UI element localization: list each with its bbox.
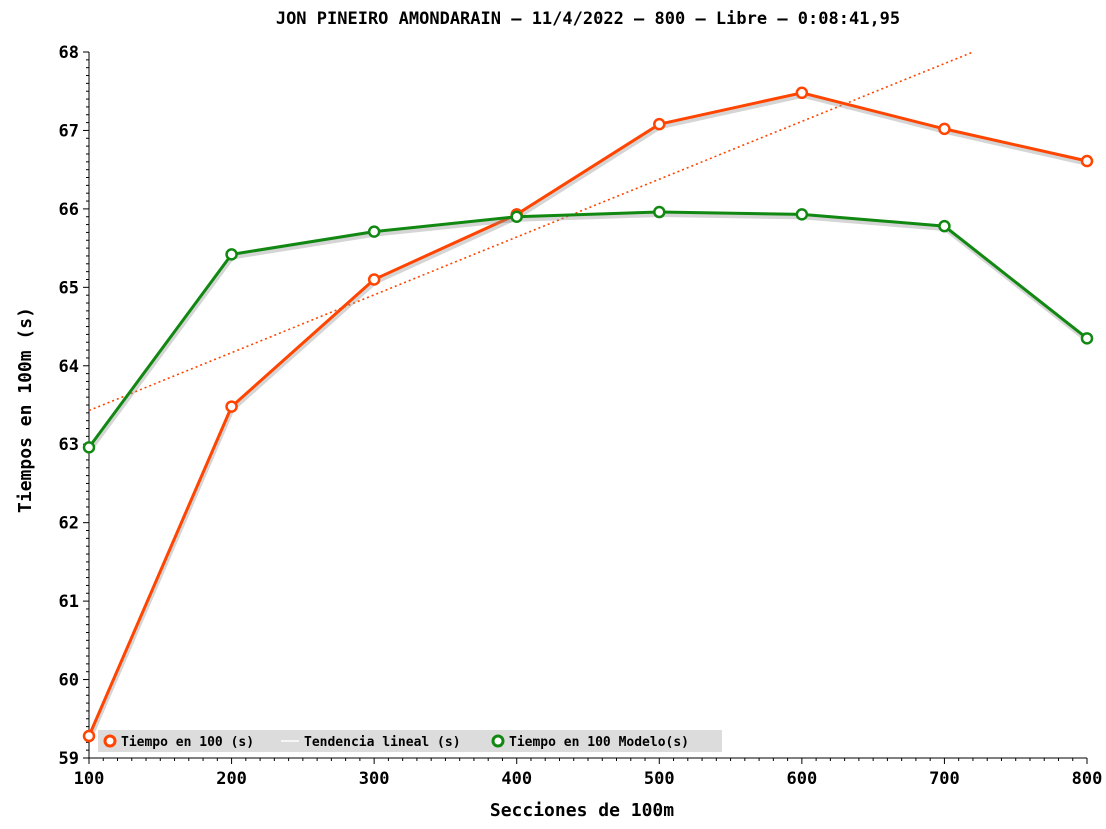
legend-background: [98, 730, 722, 752]
y-tick-label: 59: [59, 749, 79, 769]
x-axis-label: Secciones de 100m: [490, 800, 674, 821]
x-tick-label: 700: [929, 769, 960, 789]
data-point-modelo: [367, 225, 381, 238]
data-point-tiempo: [225, 400, 238, 413]
y-tick-label: 63: [59, 435, 79, 455]
y-tick-label: 68: [59, 43, 79, 63]
legend-marker-tiempo: [103, 734, 117, 748]
data-point-modelo: [795, 208, 809, 221]
data-point-tiempo: [367, 273, 381, 286]
y-tick-label: 65: [59, 278, 79, 298]
legend-label-tendencia: Tendencia lineal (s): [304, 735, 461, 750]
trend-line: [88, 51, 974, 412]
data-point-tiempo: [938, 122, 951, 136]
series-shadow: [88, 93, 1089, 740]
x-tick-label: 500: [644, 769, 675, 789]
x-tick-label: 100: [74, 769, 105, 789]
y-tick-label: 60: [59, 671, 79, 691]
data-point-modelo: [938, 219, 951, 233]
chart-title: JON PINEIRO AMONDARAIN – 11/4/2022 – 800…: [276, 9, 900, 29]
data-point-tiempo: [1080, 154, 1094, 168]
x-tick-label: 400: [501, 769, 532, 789]
data-point-tiempo: [795, 86, 809, 100]
data-point-modelo: [510, 210, 523, 223]
data-point-modelo: [1080, 332, 1094, 345]
y-tick-label: 62: [59, 514, 79, 534]
y-tick-label: 64: [59, 357, 79, 377]
y-tick-label: 66: [59, 200, 79, 220]
series-line-tiempo: [87, 91, 1088, 737]
y-tick-label: 67: [59, 121, 79, 141]
data-point-modelo: [653, 205, 666, 219]
x-tick-label: 200: [216, 769, 247, 789]
data-point-modelo: [82, 441, 96, 454]
data-point-tiempo: [82, 729, 96, 743]
data-point-modelo: [225, 248, 238, 261]
y-tick-label: 61: [59, 592, 79, 612]
series-line-modelo: [87, 210, 1088, 449]
legend-marker-modelo: [491, 734, 505, 748]
data-point-tiempo: [653, 117, 666, 131]
legend-label-tiempo: Tiempo en 100 (s): [121, 735, 254, 750]
x-tick-label: 300: [359, 769, 390, 789]
legend: Tiempo en 100 (s) Tendencia lineal (s) T…: [98, 730, 722, 752]
x-tick-label: 800: [1072, 769, 1103, 789]
y-axis-label: Tiempos en 100m (s): [15, 307, 36, 513]
x-tick-label: 600: [786, 769, 817, 789]
legend-label-modelo: Tiempo en 100 Modelo(s): [509, 735, 689, 750]
series-shadow: [88, 212, 1090, 452]
trend-layer: [88, 51, 974, 412]
axes: 59 60 61 62 63 64 65 66 67 68 100 200 300 400 500 600 70…: [59, 43, 1103, 789]
series-layer: [82, 86, 1094, 743]
